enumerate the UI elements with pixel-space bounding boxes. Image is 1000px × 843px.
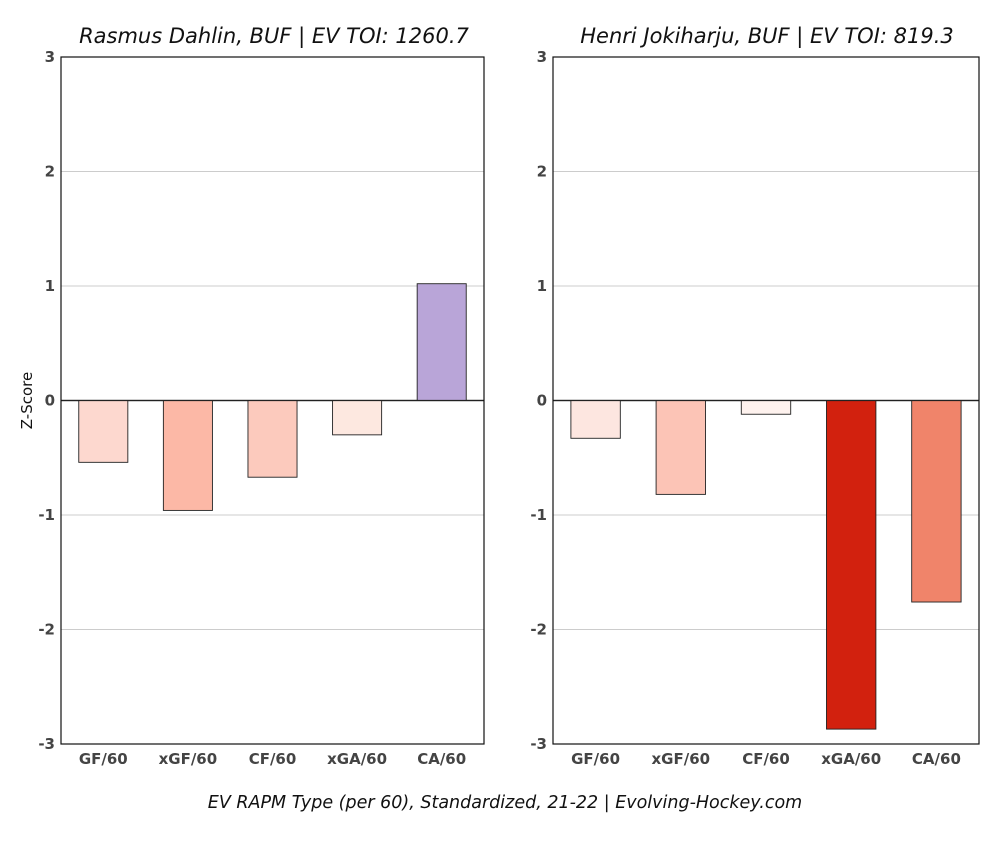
panel-title: Henri Jokiharju, BUF | EV TOI: 819.3 xyxy=(580,24,954,49)
y-tick-label: -2 xyxy=(530,621,547,639)
bar-xgf-per-60 xyxy=(163,401,212,511)
y-tick-label: -3 xyxy=(530,735,547,753)
y-tick-label: 3 xyxy=(537,48,547,66)
chart-caption: EV RAPM Type (per 60), Standardized, 21-… xyxy=(208,793,802,813)
chart-figure: 3 2 1 0 -1 -2 -3 GF/60 xGF/60 CF/60 xGA/60 CA/60 Ras… xyxy=(0,0,1000,843)
x-tick-label: xGF/60 xyxy=(159,750,218,768)
x-tick-label: xGA/60 xyxy=(327,750,387,768)
x-tick-label: CF/60 xyxy=(742,750,790,768)
x-tick-label: GF/60 xyxy=(571,750,620,768)
bar-ca-per-60 xyxy=(417,284,466,401)
bar-gf-per-60 xyxy=(571,401,620,439)
bar-xga-per-60 xyxy=(333,401,382,435)
chart-panel-1: 3 2 1 0 -1 -2 -3 GF/60 xGF/60 CF/60 xGA/60 CA/60 Ras… xyxy=(18,24,484,768)
bar-cf-per-60 xyxy=(248,401,297,478)
y-tick-label: -3 xyxy=(38,735,55,753)
y-tick-label: 1 xyxy=(45,277,55,295)
x-tick-label: xGA/60 xyxy=(821,750,881,768)
x-tick-label: CA/60 xyxy=(417,750,466,768)
bar-ca-per-60 xyxy=(912,401,961,603)
y-tick-label: 0 xyxy=(45,392,55,410)
y-tick-label: 2 xyxy=(45,163,55,181)
x-tick-label: xGF/60 xyxy=(652,750,711,768)
y-tick-label: 1 xyxy=(537,277,547,295)
y-tick-label: -1 xyxy=(38,506,55,524)
y-tick-label: -2 xyxy=(38,621,55,639)
bar-xga-per-60 xyxy=(826,401,875,730)
panel-title: Rasmus Dahlin, BUF | EV TOI: 1260.7 xyxy=(79,24,469,49)
y-tick-label: -1 xyxy=(530,506,547,524)
bar-xgf-per-60 xyxy=(656,401,705,495)
y-tick-label: 0 xyxy=(537,392,547,410)
bar-cf-per-60 xyxy=(741,401,790,415)
bar-gf-per-60 xyxy=(79,401,128,463)
x-tick-label: GF/60 xyxy=(79,750,128,768)
x-tick-label: CF/60 xyxy=(249,750,297,768)
y-tick-label: 3 xyxy=(45,48,55,66)
y-axis-label: Z-Score xyxy=(18,372,36,429)
y-tick-label: 2 xyxy=(537,163,547,181)
chart-panel-2: 3 2 1 0 -1 -2 -3 GF/60 xGF/60 CF/60 xGA/60 CA/60 Hen… xyxy=(530,24,979,768)
x-tick-label: CA/60 xyxy=(912,750,961,768)
